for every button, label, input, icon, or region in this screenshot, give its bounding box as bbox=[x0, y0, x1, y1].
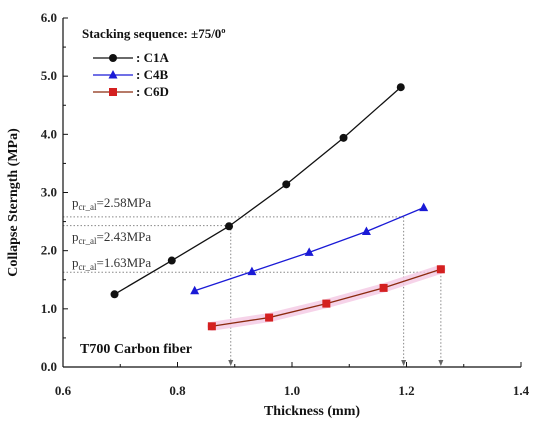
data-point bbox=[396, 83, 405, 92]
x-tick-label: 1.0 bbox=[284, 383, 300, 398]
series-2 bbox=[207, 264, 446, 331]
chart-title: Stacking sequence: ±75/0º bbox=[82, 26, 226, 41]
y-tick-label: 4.0 bbox=[41, 126, 57, 141]
reference-arrow-2 bbox=[438, 360, 444, 366]
x-tick-label: 0.8 bbox=[169, 383, 186, 398]
data-point bbox=[339, 133, 348, 142]
series-1 bbox=[190, 202, 429, 295]
reference-label-main: p bbox=[72, 229, 79, 244]
legend-marker-2 bbox=[109, 88, 117, 96]
data-point bbox=[379, 283, 388, 292]
series-halo bbox=[207, 264, 446, 331]
data-point bbox=[265, 313, 274, 322]
axes bbox=[62, 17, 522, 368]
reference-label-2: pcr_al=1.63MPa bbox=[72, 255, 151, 272]
reference-label-sub: cr_al bbox=[79, 262, 97, 272]
data-point bbox=[361, 226, 371, 235]
reference-arrow-1 bbox=[228, 360, 234, 366]
data-point bbox=[282, 180, 291, 189]
reference-label-main: p bbox=[72, 255, 79, 270]
reference-label-value: =2.58MPa bbox=[97, 195, 152, 210]
legend-label-1: : C4B bbox=[136, 67, 168, 82]
material-annotation: T700 Carbon fiber bbox=[80, 342, 192, 357]
series-line bbox=[114, 86, 402, 295]
data-point bbox=[436, 265, 445, 274]
series-layer bbox=[110, 83, 446, 331]
legend-marker-0 bbox=[109, 54, 117, 62]
y-tick-label: 3.0 bbox=[41, 185, 57, 200]
data-point bbox=[167, 256, 176, 265]
reference-label-value: =2.43MPa bbox=[97, 229, 152, 244]
legend-label-0: : C1A bbox=[136, 50, 169, 65]
reference-label-sub: cr_al bbox=[79, 236, 97, 246]
data-point bbox=[110, 290, 119, 299]
y-tick-label: 2.0 bbox=[41, 243, 57, 258]
x-axis-title: Thickness (mm) bbox=[264, 404, 360, 419]
x-tick-label: 1.2 bbox=[398, 383, 414, 398]
legend-marker-1 bbox=[108, 70, 118, 79]
data-point bbox=[304, 247, 314, 256]
y-tick-label: 0.0 bbox=[41, 359, 57, 374]
x-tick-label: 0.6 bbox=[55, 383, 72, 398]
data-point bbox=[207, 322, 216, 331]
data-point bbox=[247, 266, 257, 276]
data-point bbox=[322, 299, 331, 308]
y-tick-label: 1.0 bbox=[41, 301, 57, 316]
legend: : C1A : C4B : C6D bbox=[93, 50, 169, 99]
legend-label-2: : C6D bbox=[136, 84, 169, 99]
reference-label-0: pcr_al=2.58MPa bbox=[72, 195, 151, 212]
data-point bbox=[190, 285, 200, 295]
data-point bbox=[419, 202, 429, 212]
text-layer: 0.0 1.0 2.0 3.0 4.0 5.0 6.0 0.6 0.8 1.0 1.2 1.4 Thic… bbox=[6, 10, 530, 419]
y-axis-title: Collapse Sterngth (MPa) bbox=[6, 128, 21, 277]
reference-label-value: =1.63MPa bbox=[97, 255, 152, 270]
series-0 bbox=[110, 83, 405, 299]
reference-label-main: p bbox=[72, 195, 79, 210]
y-tick-label: 6.0 bbox=[41, 10, 57, 25]
data-point bbox=[225, 222, 234, 231]
x-tick-label: 1.4 bbox=[513, 383, 530, 398]
reference-label-1: pcr_al=2.43MPa bbox=[72, 229, 151, 246]
reference-label-sub: cr_al bbox=[79, 202, 97, 212]
reference-arrow-0 bbox=[401, 360, 407, 366]
y-tick-label: 5.0 bbox=[41, 68, 57, 83]
reference-lines bbox=[63, 216, 444, 366]
